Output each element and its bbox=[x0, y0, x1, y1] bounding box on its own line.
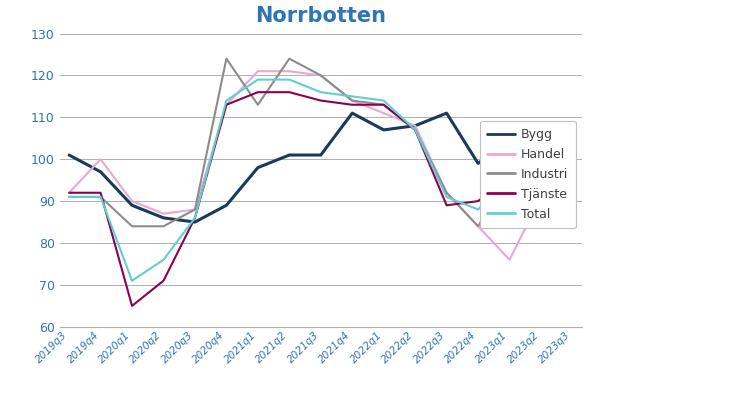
Title: Norrbotten: Norrbotten bbox=[255, 6, 386, 26]
Line: Total: Total bbox=[69, 80, 572, 281]
Industri bbox=[254, 102, 263, 107]
Industri bbox=[159, 224, 168, 229]
Bygg bbox=[128, 203, 137, 208]
Bygg bbox=[285, 153, 294, 158]
Handel bbox=[568, 169, 577, 174]
Bygg bbox=[190, 220, 199, 225]
Tjänste bbox=[159, 278, 168, 283]
Total bbox=[348, 94, 357, 99]
Industri bbox=[285, 56, 294, 61]
Handel bbox=[505, 257, 514, 262]
Bygg bbox=[474, 161, 483, 166]
Total bbox=[222, 98, 231, 103]
Tjänste bbox=[348, 102, 357, 107]
Tjänste bbox=[411, 127, 420, 132]
Handel bbox=[128, 199, 137, 204]
Line: Industri: Industri bbox=[69, 59, 572, 226]
Industri bbox=[222, 56, 231, 61]
Total bbox=[505, 173, 514, 178]
Total bbox=[254, 77, 263, 82]
Tjänste bbox=[222, 102, 231, 107]
Total bbox=[159, 257, 168, 262]
Industri bbox=[65, 194, 74, 199]
Tjänste bbox=[190, 215, 199, 220]
Total bbox=[536, 178, 545, 183]
Handel bbox=[159, 211, 168, 216]
Tjänste bbox=[316, 98, 325, 103]
Tjänste bbox=[379, 102, 388, 107]
Tjänste bbox=[505, 173, 514, 178]
Total bbox=[442, 194, 451, 199]
Bygg bbox=[222, 203, 231, 208]
Total bbox=[65, 194, 74, 199]
Tjänste bbox=[285, 90, 294, 95]
Tjänste bbox=[568, 169, 577, 174]
Handel bbox=[379, 111, 388, 116]
Total bbox=[285, 77, 294, 82]
Total bbox=[190, 215, 199, 220]
Line: Handel: Handel bbox=[69, 71, 572, 260]
Industri bbox=[442, 190, 451, 195]
Total bbox=[568, 190, 577, 195]
Industri bbox=[379, 102, 388, 107]
Handel bbox=[190, 207, 199, 212]
Bygg bbox=[568, 215, 577, 220]
Tjänste bbox=[65, 190, 74, 195]
Tjänste bbox=[474, 199, 483, 204]
Handel bbox=[285, 69, 294, 74]
Industri bbox=[536, 165, 545, 170]
Bygg bbox=[254, 165, 263, 170]
Bygg bbox=[348, 111, 357, 116]
Total bbox=[96, 194, 105, 199]
Total bbox=[474, 207, 483, 212]
Handel bbox=[96, 157, 105, 162]
Handel bbox=[316, 73, 325, 78]
Line: Tjänste: Tjänste bbox=[69, 92, 572, 306]
Handel bbox=[348, 98, 357, 103]
Bygg bbox=[442, 111, 451, 116]
Industri bbox=[190, 207, 199, 212]
Industri bbox=[128, 224, 137, 229]
Bygg bbox=[379, 127, 388, 132]
Total bbox=[316, 90, 325, 95]
Handel bbox=[65, 190, 74, 195]
Tjänste bbox=[128, 303, 137, 308]
Line: Bygg: Bygg bbox=[69, 113, 572, 222]
Total bbox=[128, 278, 137, 283]
Bygg bbox=[96, 169, 105, 174]
Handel bbox=[222, 102, 231, 107]
Bygg bbox=[411, 123, 420, 128]
Bygg bbox=[316, 153, 325, 158]
Bygg bbox=[159, 215, 168, 220]
Industri bbox=[474, 224, 483, 229]
Legend: Bygg, Handel, Industri, Tjänste, Total: Bygg, Handel, Industri, Tjänste, Total bbox=[480, 121, 576, 228]
Handel bbox=[474, 224, 483, 229]
Handel bbox=[254, 69, 263, 74]
Bygg bbox=[65, 153, 74, 158]
Bygg bbox=[536, 211, 545, 216]
Industri bbox=[568, 199, 577, 204]
Tjänste bbox=[254, 90, 263, 95]
Industri bbox=[96, 194, 105, 199]
Handel bbox=[536, 194, 545, 199]
Industri bbox=[411, 127, 420, 132]
Total bbox=[379, 98, 388, 103]
Tjänste bbox=[536, 157, 545, 162]
Tjänste bbox=[96, 190, 105, 195]
Handel bbox=[442, 190, 451, 195]
Industri bbox=[505, 173, 514, 178]
Tjänste bbox=[442, 203, 451, 208]
Industri bbox=[316, 73, 325, 78]
Industri bbox=[348, 98, 357, 103]
Handel bbox=[411, 123, 420, 128]
Total bbox=[411, 127, 420, 132]
Bygg bbox=[505, 136, 514, 141]
